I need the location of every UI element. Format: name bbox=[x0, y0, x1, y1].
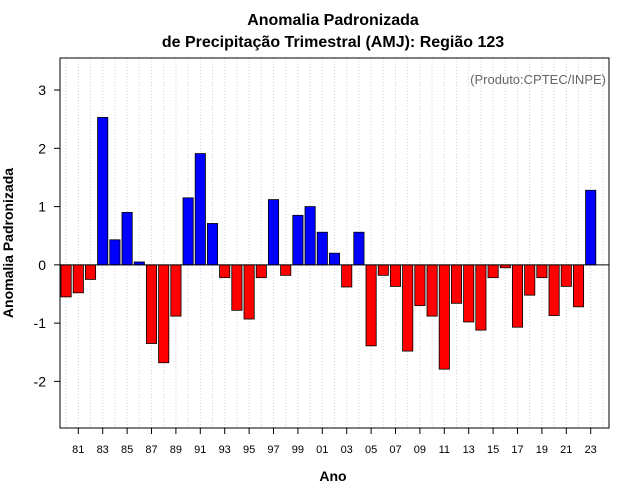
bar bbox=[560, 264, 572, 287]
bar bbox=[145, 264, 158, 344]
bar bbox=[255, 264, 267, 279]
x-tick-label: 97 bbox=[267, 444, 279, 456]
y-tick-label: 3 bbox=[38, 82, 46, 98]
bar bbox=[316, 231, 328, 266]
bar bbox=[438, 264, 450, 370]
y-axis: -2 -1 0 1 2 3 bbox=[34, 82, 60, 389]
bar bbox=[585, 189, 597, 266]
y-tick-label: 1 bbox=[38, 199, 46, 215]
bar bbox=[109, 239, 121, 266]
bar bbox=[536, 264, 548, 279]
y-tick-label: -1 bbox=[34, 315, 47, 331]
bar bbox=[524, 264, 536, 296]
x-tick-label: 05 bbox=[365, 444, 377, 456]
bar bbox=[292, 214, 304, 266]
bar bbox=[206, 223, 219, 266]
x-tick-label: 11 bbox=[439, 444, 450, 456]
bar bbox=[389, 264, 402, 287]
bars bbox=[60, 117, 597, 370]
x-tick-label: 15 bbox=[487, 444, 499, 456]
bar bbox=[158, 264, 170, 364]
x-tick-label: 21 bbox=[560, 444, 572, 456]
bar bbox=[243, 264, 255, 320]
bar bbox=[328, 252, 341, 266]
bar bbox=[511, 264, 524, 328]
bar bbox=[182, 197, 194, 266]
bar bbox=[304, 206, 316, 266]
bar bbox=[60, 264, 72, 298]
x-tick-label: 13 bbox=[463, 444, 475, 456]
bar bbox=[402, 264, 414, 352]
x-tick-label: 93 bbox=[219, 444, 231, 456]
bar bbox=[365, 264, 377, 347]
bar bbox=[267, 199, 280, 266]
x-tick-label: 23 bbox=[585, 444, 597, 456]
bar bbox=[426, 264, 438, 317]
bar bbox=[194, 153, 206, 266]
plot-frame bbox=[59, 57, 610, 429]
x-axis: 81 83 85 87 89 91 93 95 97 99 01 03 05 07 09 11 13 15 17 19… bbox=[72, 428, 597, 456]
credit-text: (Produto:CPTEC/INPE) bbox=[470, 72, 606, 87]
bar bbox=[414, 264, 426, 307]
chart-title: Anomalia Padronizada bbox=[247, 12, 419, 29]
bar bbox=[463, 264, 475, 323]
bar bbox=[341, 264, 353, 288]
x-tick-label: 95 bbox=[243, 444, 255, 456]
bar bbox=[450, 264, 463, 304]
x-tick-label: 01 bbox=[316, 444, 328, 456]
x-tick-label: 99 bbox=[292, 444, 304, 456]
bar bbox=[219, 264, 231, 279]
bar bbox=[548, 264, 560, 316]
x-tick-label: 89 bbox=[170, 444, 182, 456]
bar bbox=[72, 264, 84, 294]
bar bbox=[231, 264, 243, 311]
y-tick-label: -2 bbox=[34, 373, 47, 389]
x-tick-label: 91 bbox=[194, 444, 206, 456]
bar bbox=[572, 264, 585, 308]
bar bbox=[84, 264, 97, 280]
y-tick-label: 0 bbox=[38, 257, 46, 273]
bar bbox=[353, 231, 365, 266]
x-axis-label: Ano bbox=[319, 468, 346, 484]
bar bbox=[475, 264, 487, 331]
grid bbox=[65, 58, 604, 428]
bar bbox=[170, 264, 182, 317]
bar bbox=[377, 264, 389, 276]
y-axis-label: Anomalia Padronizada bbox=[0, 168, 16, 318]
x-tick-label: 87 bbox=[145, 444, 157, 456]
x-tick-label: 03 bbox=[341, 444, 353, 456]
bar bbox=[487, 264, 499, 279]
x-tick-label: 85 bbox=[121, 444, 133, 456]
bar bbox=[121, 212, 133, 266]
bar bbox=[97, 117, 109, 266]
x-tick-label: 81 bbox=[72, 444, 84, 456]
bar bbox=[280, 264, 292, 276]
y-tick-label: 2 bbox=[38, 140, 46, 156]
x-tick-label: 17 bbox=[511, 444, 523, 456]
x-tick-label: 19 bbox=[536, 444, 548, 456]
x-tick-label: 83 bbox=[97, 444, 109, 456]
x-tick-label: 07 bbox=[389, 444, 401, 456]
x-tick-label: 09 bbox=[414, 444, 426, 456]
chart-subtitle: de Precipitação Trimestral (AMJ): Região… bbox=[162, 34, 504, 51]
